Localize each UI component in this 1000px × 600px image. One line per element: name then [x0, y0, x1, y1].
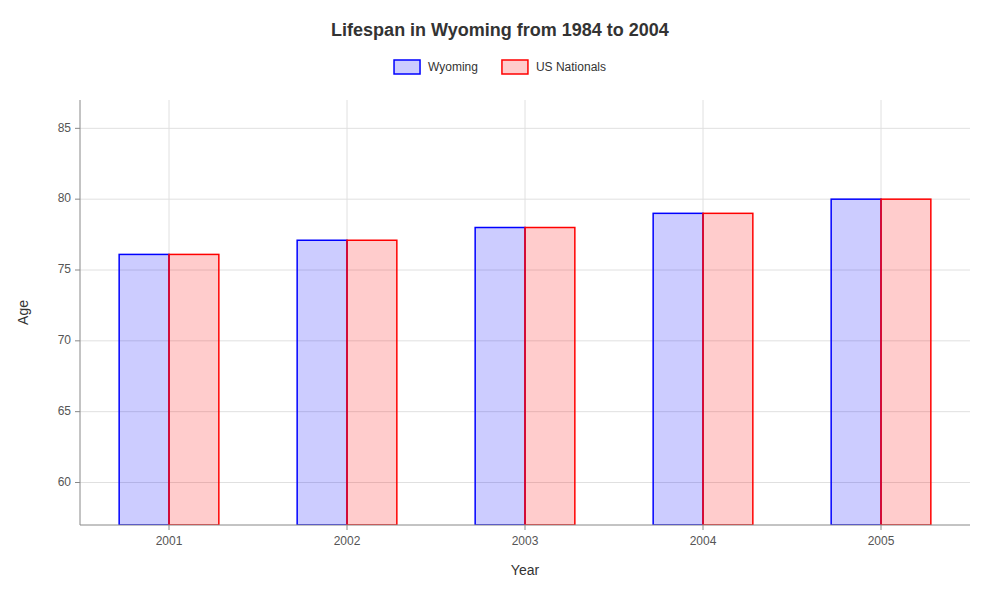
- legend-label: US Nationals: [536, 60, 606, 74]
- bar: [347, 240, 397, 525]
- bar: [525, 228, 575, 526]
- x-tick-label: 2002: [334, 534, 361, 548]
- legend: Wyoming US Nationals: [394, 60, 606, 74]
- y-tick-label: 65: [58, 404, 72, 418]
- bar: [119, 254, 169, 525]
- y-tick-label: 85: [58, 121, 72, 135]
- grid: [80, 100, 970, 525]
- x-tick-label: 2005: [868, 534, 895, 548]
- x-tick: [881, 525, 882, 530]
- x-tick-label: 2001: [156, 534, 183, 548]
- y-tick: [75, 128, 80, 129]
- axes: 60 65 70 75 80 85 2001 2002 2003 2004 2005: [58, 100, 970, 548]
- y-tick-label: 70: [58, 333, 72, 347]
- bars: [119, 199, 931, 525]
- x-tick: [169, 525, 170, 530]
- y-tick: [75, 482, 80, 483]
- legend-swatch: [502, 60, 528, 74]
- x-tick: [525, 525, 526, 530]
- y-tick-label: 80: [58, 191, 72, 205]
- y-tick-label: 60: [58, 475, 72, 489]
- x-tick: [703, 525, 704, 530]
- legend-item: US Nationals: [502, 60, 606, 74]
- x-tick-label: 2004: [690, 534, 717, 548]
- bar: [475, 228, 525, 526]
- x-tick: [347, 525, 348, 530]
- chart: 60 65 70 75 80 85 2001 2002 2003 2004 2005 Year Age L…: [0, 0, 1000, 600]
- x-axis-label: Year: [511, 562, 540, 578]
- legend-swatch: [394, 60, 420, 74]
- bar: [169, 254, 219, 525]
- y-tick-label: 75: [58, 262, 72, 276]
- y-axis-label: Age: [15, 300, 31, 325]
- y-tick: [75, 411, 80, 412]
- y-tick: [75, 270, 80, 271]
- title: Lifespan in Wyoming from 1984 to 2004: [331, 20, 669, 40]
- bar: [703, 213, 753, 525]
- bar: [881, 199, 931, 525]
- x-tick-label: 2003: [512, 534, 539, 548]
- bar: [297, 240, 347, 525]
- y-axis-line: [80, 100, 81, 525]
- legend-label: Wyoming: [428, 60, 478, 74]
- y-tick: [75, 340, 80, 341]
- legend-item: Wyoming: [394, 60, 478, 74]
- y-tick: [75, 199, 80, 200]
- bar: [831, 199, 881, 525]
- bar: [653, 213, 703, 525]
